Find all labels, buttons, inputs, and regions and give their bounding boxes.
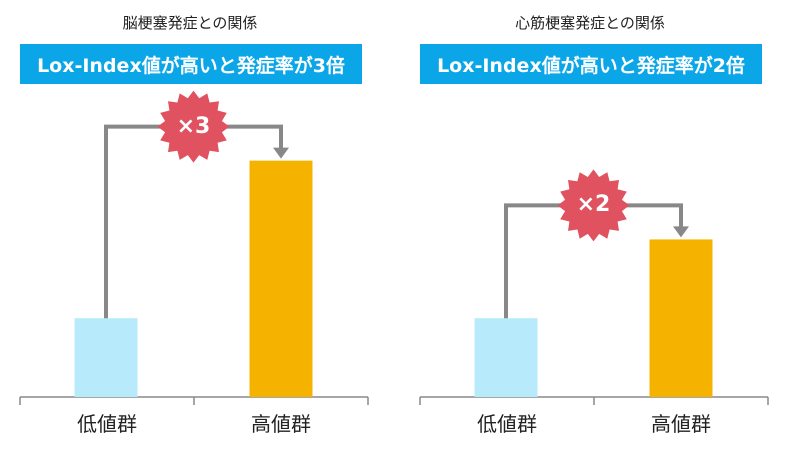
- chart-panel-heart-attack: 心筋梗塞発症との関係 Lox-Index値が高いと発症率が2倍 低値群 高値群 …: [400, 0, 780, 464]
- bar-high-group: [649, 239, 713, 397]
- multiplier-label: ×2: [576, 192, 611, 218]
- tick-label-low: 低値群: [477, 412, 537, 436]
- tick-label-low: 低値群: [77, 412, 137, 436]
- chart-title: 脳梗塞発症との関係: [122, 14, 258, 32]
- chart-panel-stroke: 脳梗塞発症との関係 Lox-Index値が高いと発症率が3倍 低値群 高値群 ×…: [0, 0, 380, 464]
- bar-low-group: [474, 318, 538, 397]
- tick-label-high: 高値群: [251, 412, 311, 436]
- connector-arrowhead: [273, 147, 289, 159]
- multiplier-burst: [557, 169, 630, 242]
- multiplier-burst: [157, 90, 230, 163]
- tick-label-high: 高値群: [651, 412, 711, 436]
- chart-title: 心筋梗塞発症との関係: [515, 14, 665, 32]
- bar-chart: [19, 90, 369, 405]
- connector-arrowhead: [673, 226, 689, 238]
- chart-subtitle-banner: Lox-Index値が高いと発症率が3倍: [20, 44, 362, 84]
- bar-high-group: [249, 160, 313, 397]
- multiplier-label: ×3: [176, 113, 211, 139]
- bar-chart: [419, 169, 769, 405]
- bar-low-group: [74, 318, 138, 397]
- chart-subtitle-banner: Lox-Index値が高いと発症率が2倍: [420, 44, 762, 84]
